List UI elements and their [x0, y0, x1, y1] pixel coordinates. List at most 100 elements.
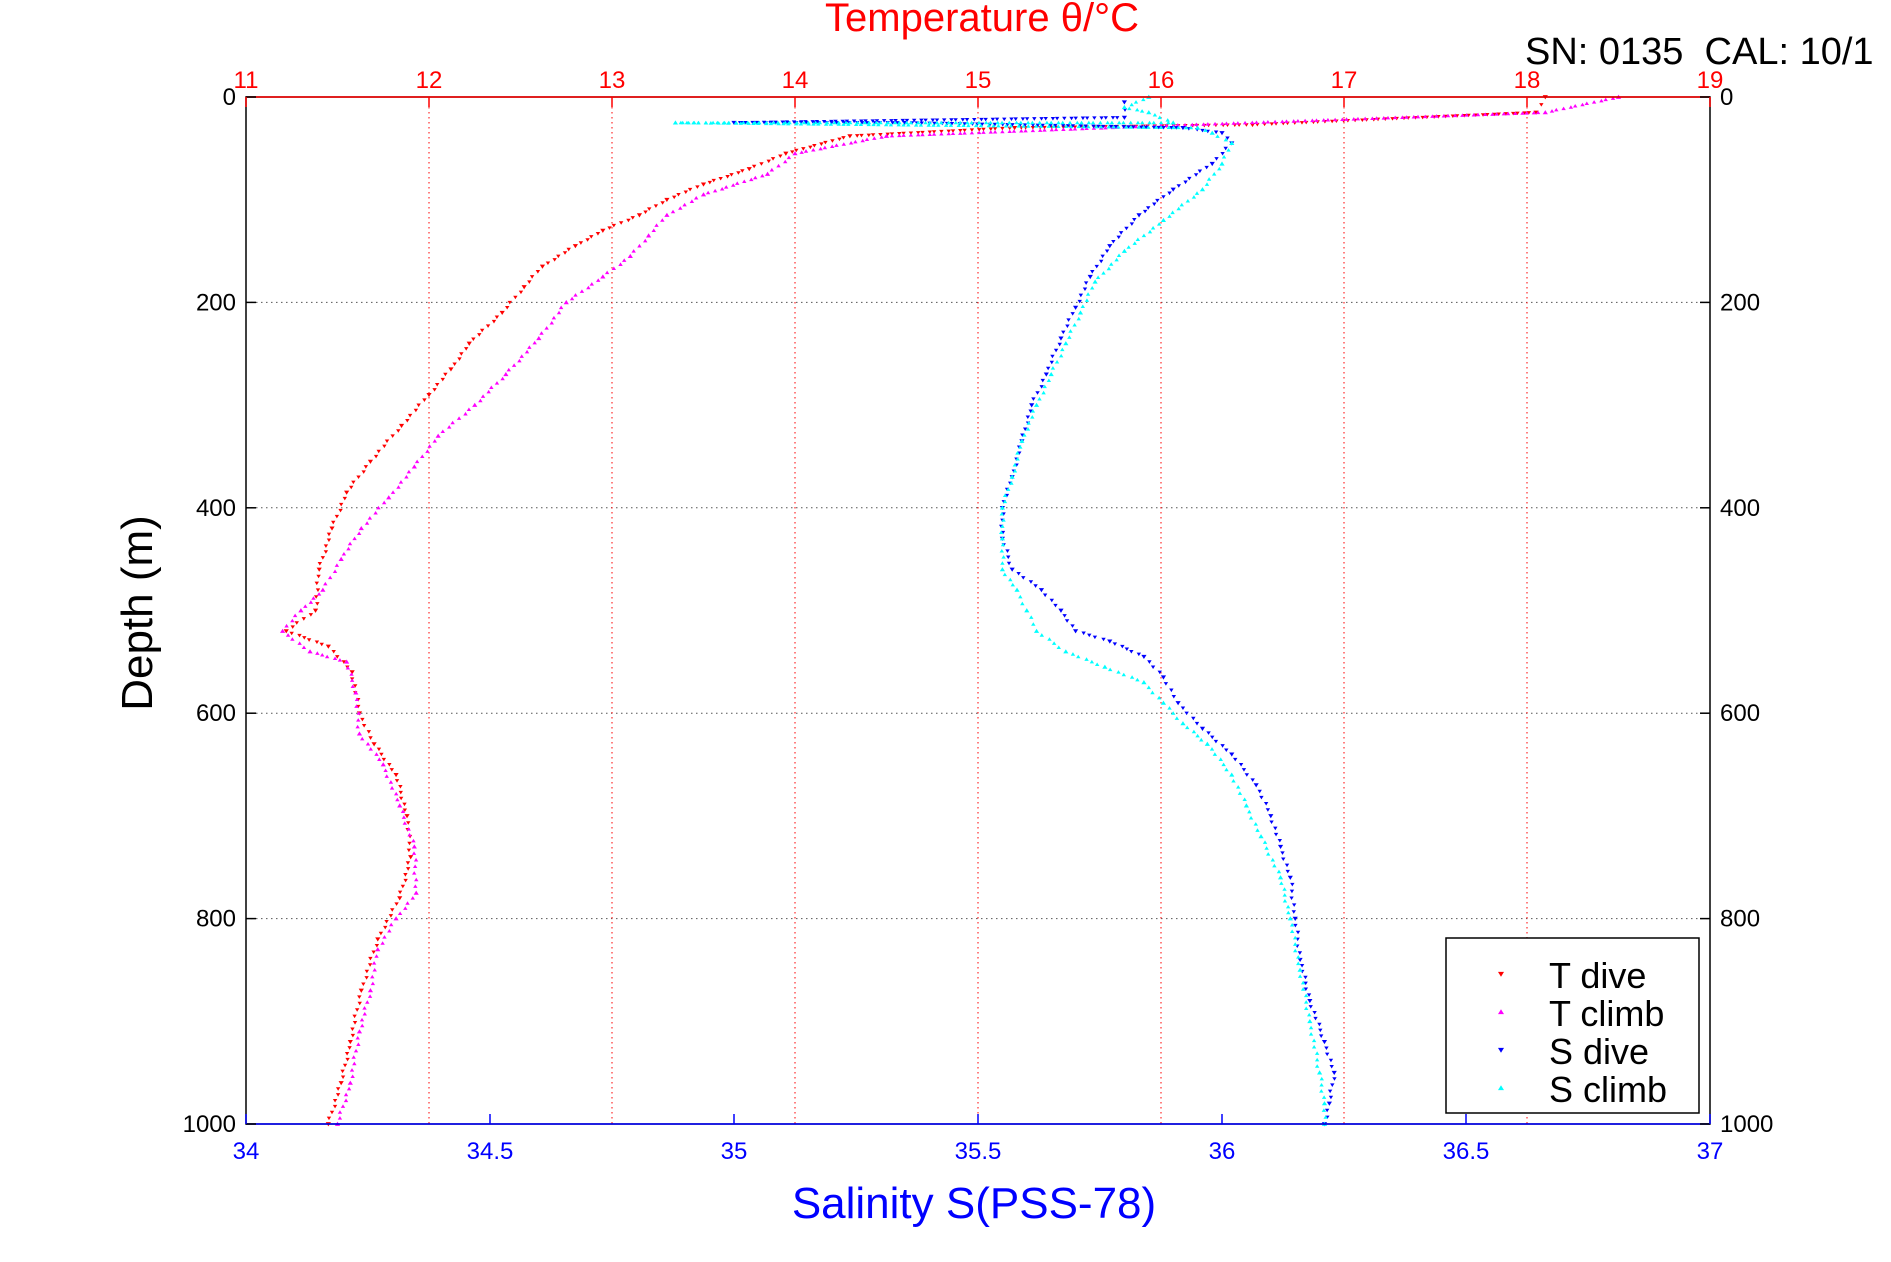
data-point — [1277, 875, 1284, 880]
data-point — [1080, 116, 1086, 121]
data-point — [1062, 614, 1067, 618]
data-point — [956, 123, 961, 127]
data-point — [700, 182, 707, 187]
data-point — [723, 185, 729, 189]
legend-label: S climb — [1549, 1069, 1667, 1110]
data-point — [1199, 187, 1206, 192]
data-point — [841, 142, 846, 146]
data-point — [383, 768, 388, 772]
data-point — [973, 123, 979, 128]
data-point — [643, 210, 648, 215]
data-point — [1242, 797, 1247, 802]
data-point — [830, 144, 835, 149]
data-point — [371, 742, 377, 747]
data-point — [368, 747, 373, 751]
data-point — [766, 159, 771, 164]
data-point — [1128, 125, 1134, 129]
data-point — [611, 223, 617, 228]
data-point — [350, 1027, 355, 1031]
data-point — [302, 636, 307, 640]
data-point — [984, 120, 989, 125]
data-point — [1103, 125, 1108, 130]
data-point — [1224, 767, 1229, 772]
data-point — [1169, 126, 1174, 130]
data-point — [1171, 694, 1177, 699]
data-point — [586, 285, 591, 290]
data-point — [320, 556, 326, 560]
data-point — [977, 128, 982, 132]
data-point — [811, 122, 816, 126]
data-point — [1321, 1095, 1327, 1099]
data-point — [1332, 117, 1338, 122]
data-point — [1160, 675, 1167, 680]
data-point — [1040, 123, 1045, 128]
data-point — [1152, 202, 1157, 207]
data-point — [1016, 571, 1021, 576]
data-point — [1030, 120, 1035, 125]
data-point — [312, 608, 319, 613]
data-point — [871, 122, 876, 127]
data-point — [1053, 127, 1059, 132]
data-point — [1423, 114, 1428, 119]
data-point — [768, 121, 774, 126]
data-point — [1404, 115, 1409, 119]
data-point — [314, 581, 319, 586]
data-point — [1226, 148, 1231, 152]
data-point — [297, 641, 302, 645]
data-point — [778, 154, 783, 159]
data-point — [1147, 120, 1152, 125]
y-tick-label: 600 — [196, 700, 236, 727]
data-point — [1241, 768, 1247, 772]
data-point — [618, 262, 623, 266]
data-point — [870, 119, 875, 123]
data-point — [397, 803, 403, 808]
data-point — [323, 544, 329, 548]
data-point — [995, 120, 1000, 125]
data-point — [1185, 199, 1191, 203]
data-point — [1025, 427, 1031, 431]
data-point — [1289, 896, 1294, 901]
data-point — [1087, 633, 1092, 638]
data-point — [1526, 111, 1532, 115]
data-point — [756, 121, 761, 126]
data-point — [345, 1057, 350, 1062]
data-point — [1043, 372, 1049, 377]
data-point — [1076, 654, 1081, 659]
data-point — [1060, 120, 1065, 125]
data-point — [1206, 731, 1211, 735]
data-point — [999, 530, 1004, 534]
data-point — [343, 1092, 349, 1097]
data-point — [1002, 493, 1008, 498]
data-point — [1221, 762, 1226, 767]
data-point — [1248, 815, 1254, 820]
data-point — [1533, 110, 1539, 115]
data-point — [1049, 127, 1054, 132]
data-point — [1297, 974, 1303, 978]
data-point — [384, 439, 390, 444]
data-point — [344, 659, 350, 664]
data-point — [1111, 125, 1116, 129]
data-point — [1048, 371, 1054, 377]
data-point — [1374, 116, 1379, 120]
data-point — [1303, 975, 1308, 980]
data-point — [432, 439, 437, 443]
data-point — [368, 956, 373, 961]
data-point — [1080, 304, 1086, 309]
data-point — [916, 132, 921, 137]
data-point — [1073, 116, 1078, 121]
data-point — [823, 122, 829, 126]
data-point — [1049, 598, 1054, 603]
data-point — [1090, 120, 1096, 125]
data-point — [1037, 120, 1042, 125]
data-point — [1018, 594, 1023, 599]
data-point — [1028, 580, 1034, 584]
data-point — [660, 201, 665, 205]
data-point — [1167, 214, 1172, 218]
data-point — [1147, 660, 1152, 664]
data-point — [870, 133, 876, 137]
data-point — [1580, 102, 1585, 107]
data-point — [1195, 733, 1200, 738]
data-point — [1086, 124, 1091, 129]
data-point — [397, 911, 403, 916]
data-point — [337, 658, 343, 662]
